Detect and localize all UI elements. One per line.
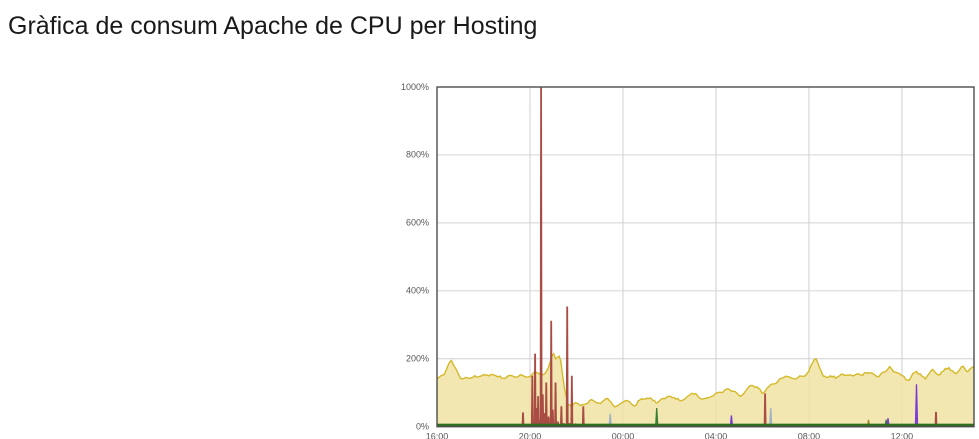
svg-text:16:00: 16:00 bbox=[426, 431, 448, 439]
svg-text:08:00: 08:00 bbox=[798, 431, 820, 439]
svg-text:20:00: 20:00 bbox=[519, 431, 541, 439]
svg-text:800%: 800% bbox=[406, 149, 429, 159]
svg-text:12:00: 12:00 bbox=[891, 431, 913, 439]
svg-text:04:00: 04:00 bbox=[705, 431, 727, 439]
svg-text:1000%: 1000% bbox=[401, 81, 429, 91]
svg-text:400%: 400% bbox=[406, 285, 429, 295]
svg-text:600%: 600% bbox=[406, 217, 429, 227]
svg-text:200%: 200% bbox=[406, 353, 429, 363]
svg-text:00:00: 00:00 bbox=[612, 431, 634, 439]
svg-text:0%: 0% bbox=[416, 421, 429, 431]
